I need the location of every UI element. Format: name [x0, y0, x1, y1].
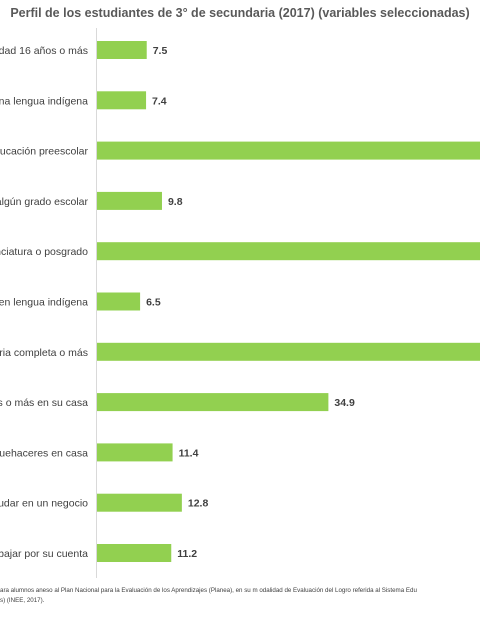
data-label: 6.5 — [146, 297, 161, 309]
category-label: algún grado escolar — [0, 196, 88, 208]
bar — [97, 91, 147, 110]
data-label: 11.2 — [177, 548, 197, 560]
bar — [97, 544, 172, 562]
chart-title: Perfil de los estudiantes de 3° de secun… — [10, 6, 470, 20]
data-label: 7.4 — [152, 95, 167, 107]
category-label: abajar por su cuenta — [0, 548, 88, 560]
category-label: ria completa o más — [0, 347, 88, 359]
bar — [97, 292, 141, 311]
bar — [97, 393, 329, 412]
category-label: os o más en su casa — [0, 397, 88, 409]
category-label: udar en un negocio — [0, 498, 88, 510]
bar — [97, 342, 480, 361]
category-label: ducación preescolar — [0, 146, 88, 158]
category-label: nciatura o posgrado — [0, 246, 88, 258]
category-label: na lengua indígena — [0, 95, 88, 107]
bar — [97, 141, 480, 160]
source-line-2: s) (INEE, 2017). — [0, 597, 45, 604]
data-label: 11.4 — [179, 447, 199, 459]
bar — [97, 191, 162, 210]
bar — [97, 443, 173, 462]
data-label: 12.8 — [188, 498, 209, 510]
data-label: 9.8 — [168, 196, 183, 208]
category-label: quehaceres en casa — [0, 447, 88, 459]
category-label: Edad 16 años o más — [0, 45, 88, 57]
source-note: ara alumnos aneso al Plan Nacional para … — [0, 586, 480, 606]
bar — [97, 41, 147, 59]
category-label: en lengua indígena — [0, 297, 88, 309]
data-label: 34.9 — [334, 397, 355, 409]
source-line-1: ara alumnos aneso al Plan Nacional para … — [0, 587, 417, 594]
data-label: 7.5 — [153, 45, 168, 57]
bar — [97, 493, 182, 512]
bar — [97, 242, 480, 261]
